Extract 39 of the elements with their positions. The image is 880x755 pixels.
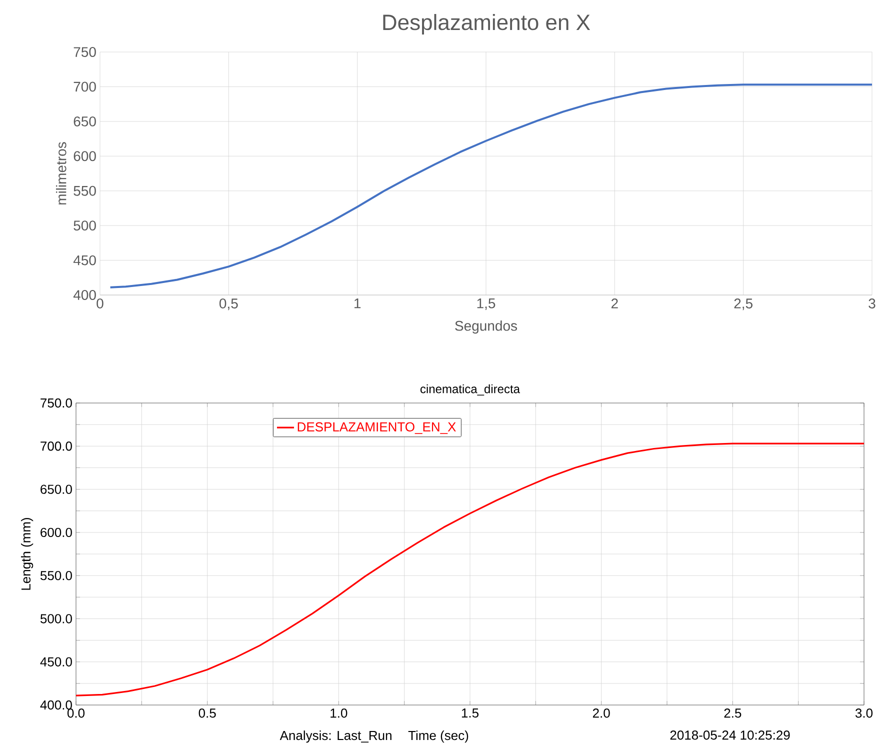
- x-axis-title: Time (sec): [408, 730, 468, 743]
- y-tick-label: 450: [73, 255, 96, 266]
- y-tick-label: 450.0: [40, 657, 72, 666]
- y-tick-label: 700: [74, 82, 96, 92]
- x-tick-label: 3: [868, 298, 876, 308]
- x-tick-label: 2.0: [592, 708, 610, 718]
- y-tick-label: 650.0: [40, 484, 72, 494]
- x-tick-label: 0.0: [67, 708, 85, 718]
- y-tick-label: 750: [74, 47, 96, 57]
- text: 2018-05-24 10:25:29: [670, 730, 790, 740]
- y-tick-label: 500.0: [40, 614, 72, 624]
- x-tick-label: 1: [354, 298, 361, 308]
- y-tick-label: 550.0: [40, 570, 72, 580]
- y-tick-label: 500: [74, 220, 96, 231]
- y-tick-label: 550: [74, 186, 96, 196]
- x-tick-label: 2: [611, 298, 618, 308]
- legend-label: DESPLAZAMIENTO_EN_X: [298, 422, 456, 434]
- x-tick-label: 3.0: [855, 708, 873, 718]
- x-tick-label: 2,5: [734, 298, 752, 310]
- text: Analysis: Last_Run: [280, 730, 392, 743]
- x-axis-title: Segundos: [455, 320, 518, 334]
- x-tick-label: 1.5: [462, 708, 478, 718]
- x-tick-label: 1.0: [330, 708, 348, 718]
- chart-title: cinematica_directa: [420, 384, 520, 396]
- x-tick-label: 0.5: [198, 708, 216, 718]
- x-tick-label: 2.5: [724, 708, 742, 718]
- y-tick-label: 600.0: [40, 528, 72, 538]
- y-tick-label: 600: [74, 151, 96, 162]
- x-tick-label: 1,5: [477, 298, 496, 310]
- y-tick-label: 750.0: [40, 398, 72, 408]
- y-tick-label: 400.0: [40, 700, 72, 710]
- x-tick-label: 0,5: [219, 298, 238, 310]
- y-axis-title: Length (mm): [20, 518, 34, 590]
- y-tick-label: 400: [73, 290, 96, 300]
- y-axis-title: milimetros: [56, 142, 66, 204]
- chart-title: Desplazamiento en X: [383, 14, 590, 34]
- x-tick-label: 0: [96, 298, 104, 308]
- y-tick-label: 650: [74, 116, 96, 126]
- y-tick-label: 700.0: [40, 442, 72, 451]
